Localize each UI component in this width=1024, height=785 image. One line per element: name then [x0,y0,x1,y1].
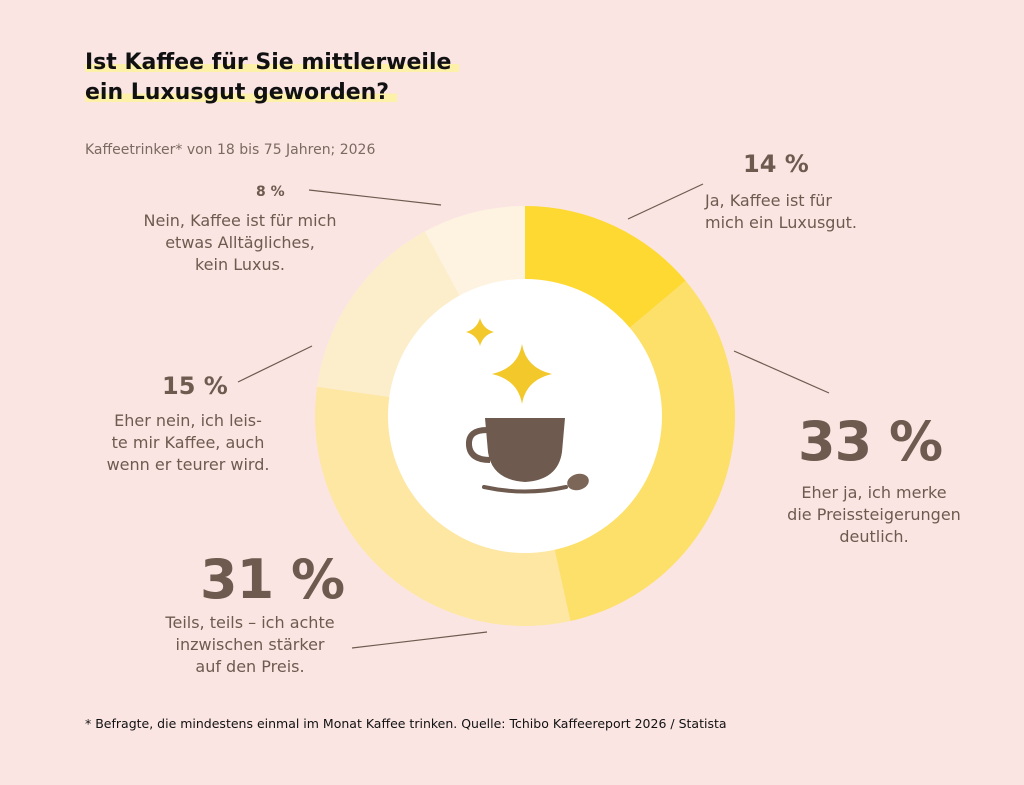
subtitle: Kaffeetrinker* von 18 bis 75 Jahren; 202… [85,142,376,158]
leader-line-15 [237,345,313,383]
leader-line-8 [308,189,442,206]
pct-label-8: 8 % [256,184,285,200]
pct-label-33: 33 % [798,410,943,473]
pct-label-14: 14 % [743,150,809,178]
slice-label-15: Eher nein, ich leis-te mir Kaffee, auch w… [106,411,270,474]
slice-label-31: Teils, teils – ich achte inzwischen stärk… [165,613,335,676]
footnote: * Befragte, die mindestens einmal im Mon… [85,716,727,731]
slice-label-8: Nein, Kaffee ist für mich etwas Alltäglic… [143,211,337,274]
donut-hole [388,279,662,553]
pct-label-15: 15 % [162,372,228,400]
leader-line-31 [351,631,488,649]
pct-label-31: 31 % [200,548,345,611]
slice-label-33: Eher ja, ich merke die Preissteigerungen d… [787,483,961,546]
leader-line-33 [733,350,830,394]
slice-label-14: Ja, Kaffee ist für mich ein Luxusgut. [705,191,857,232]
coffee-bean-icon [567,473,589,491]
sparkle-icon [466,318,494,346]
title-line-2: ein Luxusgut geworden? [85,80,398,106]
coffee-cup-icon [465,418,568,494]
sparkle-icon [492,344,552,404]
leader-line-14 [627,183,704,220]
title-line-1: Ist Kaffee für Sie mittlerweile [85,50,460,76]
